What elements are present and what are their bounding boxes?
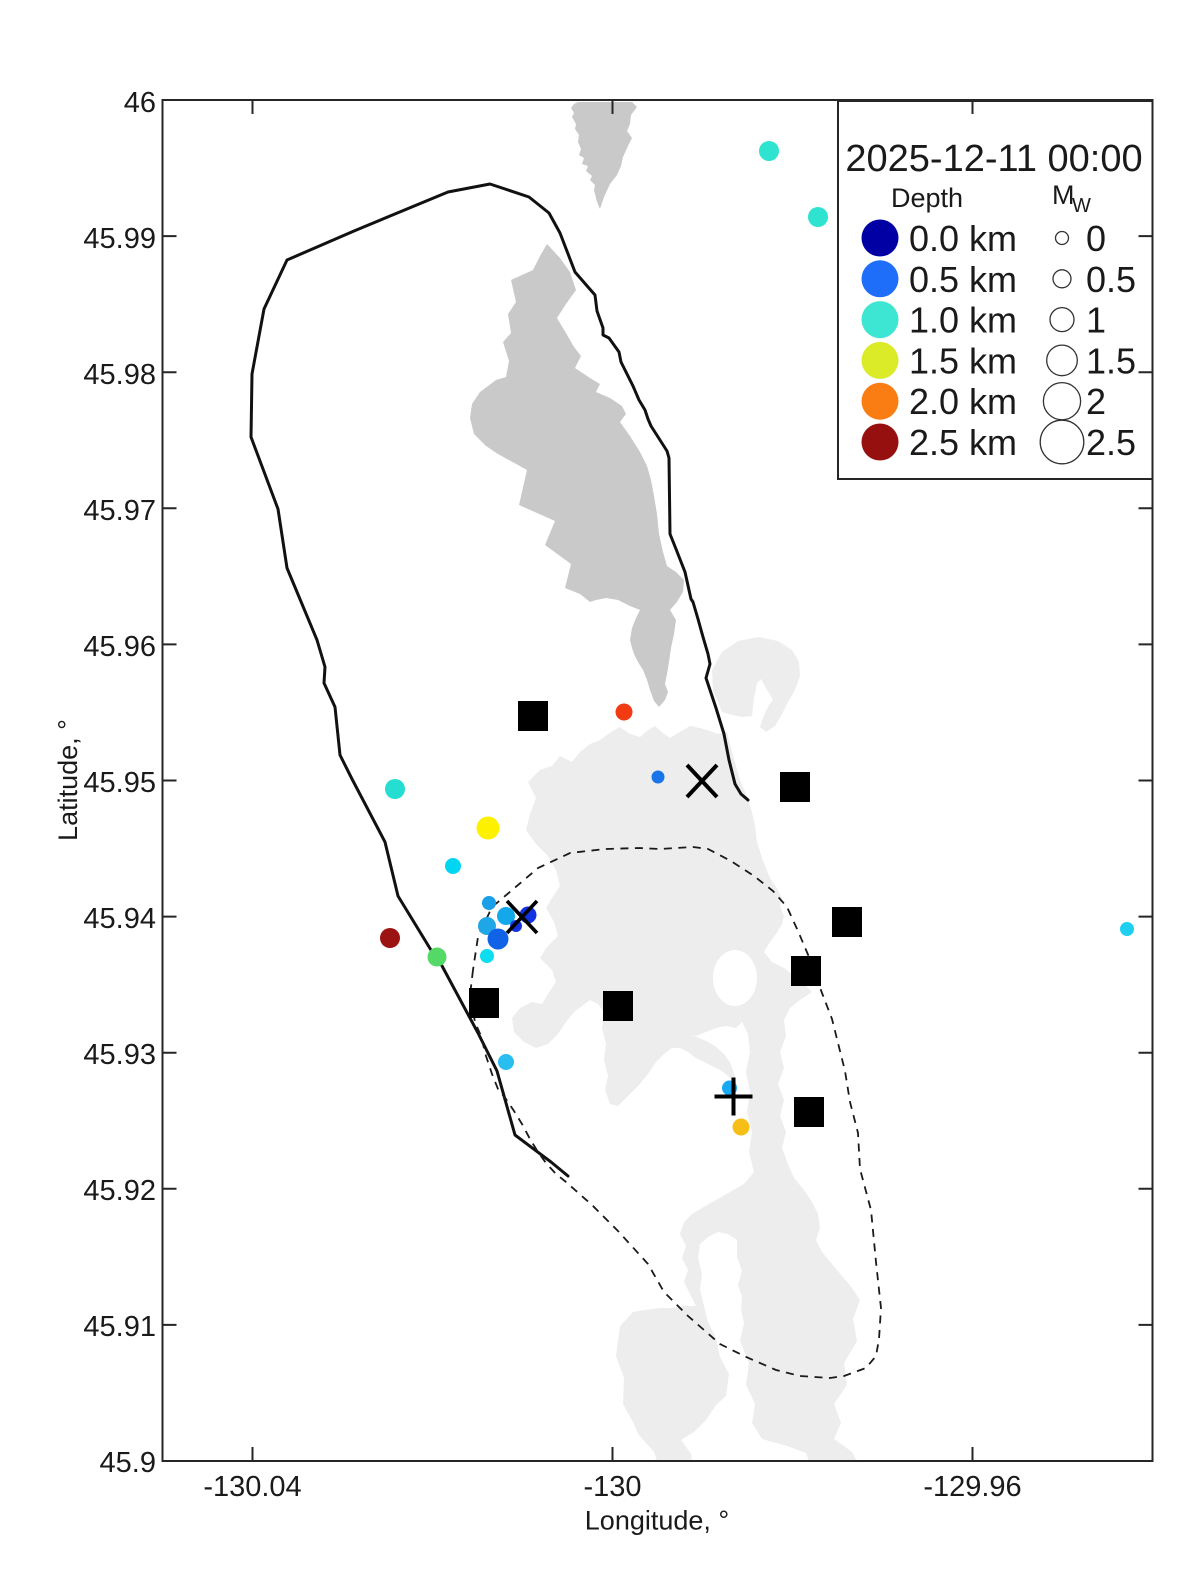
svg-text:-130: -130 [583,1471,641,1503]
svg-text:1.5: 1.5 [1086,340,1136,381]
svg-text:1: 1 [1086,300,1106,341]
svg-text:45.99: 45.99 [83,223,156,255]
svg-text:45.91: 45.91 [83,1311,156,1343]
svg-text:45.97: 45.97 [83,495,156,527]
svg-text:2.5: 2.5 [1086,422,1136,463]
svg-text:2025-12-11 00:00: 2025-12-11 00:00 [845,138,1142,180]
svg-text:45.95: 45.95 [83,767,156,799]
svg-text:1.0 km: 1.0 km [909,300,1017,341]
svg-text:45.9: 45.9 [100,1447,156,1479]
svg-text:0.5: 0.5 [1086,259,1136,300]
svg-text:2: 2 [1086,381,1106,422]
svg-text:-130.04: -130.04 [203,1471,301,1503]
svg-text:Longitude, °: Longitude, ° [585,1506,729,1536]
svg-text:45.96: 45.96 [83,631,156,663]
svg-text:Depth: Depth [891,183,963,213]
svg-text:-129.96: -129.96 [923,1471,1021,1503]
svg-text:45.94: 45.94 [83,903,156,935]
svg-text:Latitude, °: Latitude, ° [53,719,83,841]
svg-text:M: M [1052,180,1075,210]
svg-text:45.98: 45.98 [83,359,156,391]
svg-text:0.5 km: 0.5 km [909,259,1017,300]
svg-text:1.5 km: 1.5 km [909,340,1017,381]
svg-text:46: 46 [124,87,156,119]
svg-text:45.92: 45.92 [83,1175,156,1207]
svg-text:2.5 km: 2.5 km [909,422,1017,463]
svg-text:0.0 km: 0.0 km [909,218,1017,259]
svg-text:2.0 km: 2.0 km [909,381,1017,422]
svg-text:W: W [1072,195,1091,217]
svg-text:45.93: 45.93 [83,1039,156,1071]
svg-text:0: 0 [1086,218,1106,259]
